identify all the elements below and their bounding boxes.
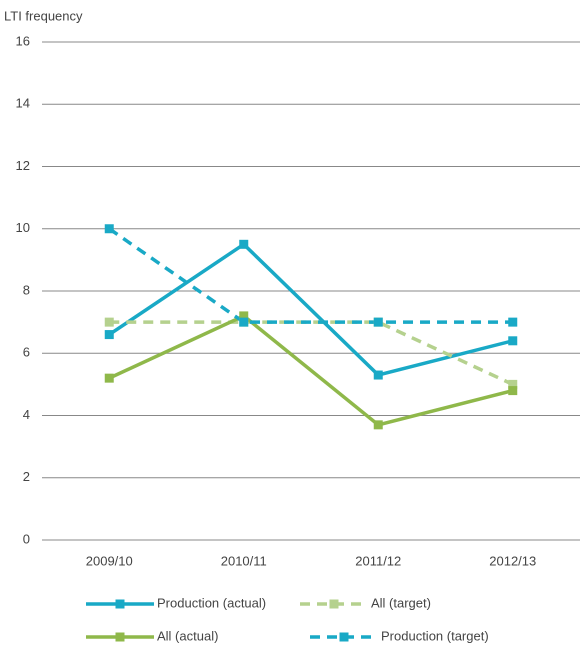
- legend-marker: [115, 632, 125, 642]
- x-tick-label: 2012/13: [489, 553, 536, 568]
- series-line: [108, 242, 514, 377]
- y-tick-label: 4: [23, 407, 30, 422]
- series-line: [109, 320, 514, 386]
- y-tick-label: 2: [23, 469, 30, 484]
- series-line: [108, 227, 513, 324]
- y-tick-label: 12: [16, 158, 30, 173]
- y-tick-label: 10: [16, 220, 30, 235]
- marker: [104, 330, 114, 340]
- y-axis-label: LTI frequency: [4, 8, 83, 23]
- legend-marker: [329, 599, 339, 609]
- marker: [239, 317, 249, 327]
- x-tick-label: 2011/12: [355, 553, 401, 568]
- legend-label: Production (target): [381, 628, 489, 643]
- legend-label: All (target): [371, 595, 431, 610]
- marker: [104, 373, 114, 383]
- x-tick-label: 2010/11: [221, 553, 267, 568]
- y-tick-label: 0: [23, 531, 30, 546]
- marker: [373, 370, 383, 380]
- y-tick-label: 6: [23, 345, 30, 360]
- y-tick-label: 8: [23, 282, 30, 297]
- legend-label: All (actual): [157, 628, 218, 643]
- legend-marker: [339, 632, 349, 642]
- y-tick-label: 16: [16, 33, 30, 48]
- series-line: [108, 313, 514, 427]
- marker: [104, 317, 114, 327]
- marker: [508, 317, 518, 327]
- legend-label: Production (actual): [157, 595, 266, 610]
- marker: [373, 317, 383, 327]
- marker: [239, 239, 249, 249]
- legend-marker: [115, 599, 125, 609]
- marker: [104, 224, 114, 234]
- marker: [508, 379, 518, 389]
- y-tick-label: 14: [16, 96, 30, 111]
- marker: [373, 420, 383, 430]
- marker: [508, 336, 518, 346]
- x-tick-label: 2009/10: [86, 553, 133, 568]
- marker: [239, 311, 249, 321]
- marker: [508, 386, 518, 396]
